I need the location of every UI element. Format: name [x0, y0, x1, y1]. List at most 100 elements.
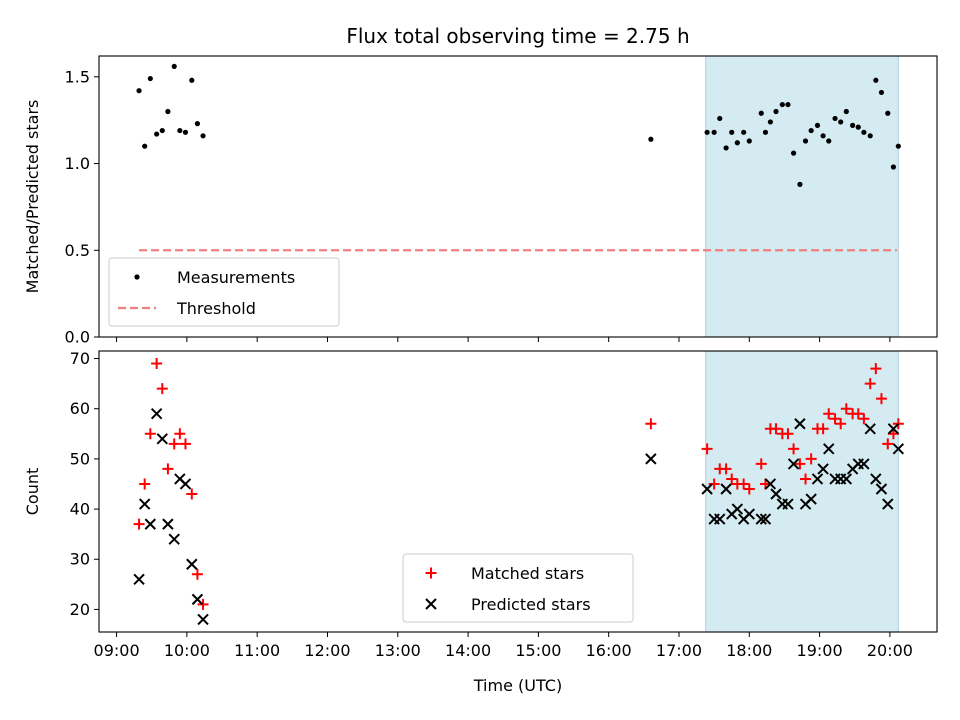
matched-star-point — [743, 483, 755, 495]
x-tick-label: 12:00 — [304, 641, 350, 660]
predicted-star-point — [156, 433, 168, 445]
matched-star-point — [738, 478, 750, 490]
predicted-star-point — [782, 498, 794, 510]
measurement-point — [746, 138, 752, 144]
y-axis-label: Count — [23, 468, 42, 516]
measurement-point — [723, 145, 729, 151]
matched-star-point — [139, 478, 151, 490]
measurement-point — [648, 136, 654, 142]
panel-count: 09:00 10:00 11:00 12:00 13:00 14:00 15:00 16:00… — [23, 349, 938, 660]
matched-star-point — [852, 408, 864, 420]
panel-ratio: 0.0 0.5 1.0 1.5 Matched/Predicted stars Measu… — [23, 55, 938, 347]
legend-marker-matched — [425, 567, 437, 579]
measurement-point — [189, 77, 195, 83]
matched-star-point — [144, 428, 156, 440]
legend: Matched stars Predicted stars — [402, 553, 634, 623]
y-axis-label: Matched/Predicted stars — [23, 100, 42, 294]
measurement-point — [142, 143, 148, 149]
predicted-star-point — [770, 488, 782, 500]
measurement-point — [850, 122, 856, 128]
matched-star-point — [151, 358, 163, 370]
y-tick-label: 1.5 — [65, 67, 90, 86]
y-tick-label: 60 — [70, 399, 90, 418]
x-tick-label: 15:00 — [515, 641, 561, 660]
measurement-point — [779, 101, 785, 108]
matched-star-point — [858, 413, 870, 425]
observing-window-shade — [705, 350, 899, 633]
matched-star-point — [794, 458, 806, 470]
matched-star-point — [755, 458, 767, 470]
matched-star-point — [133, 518, 145, 530]
predicted-star-point — [138, 498, 151, 510]
measurement-point — [741, 129, 747, 135]
legend-marker-measurements — [134, 274, 140, 280]
predicted-star-point — [150, 408, 163, 420]
predicted-star-point — [787, 458, 800, 470]
predicted-star-point — [197, 613, 209, 626]
x-tick-label: 13:00 — [375, 641, 421, 660]
measurement-point — [873, 77, 879, 83]
predicted-star-point — [887, 423, 900, 435]
matched-star-point — [823, 408, 835, 420]
predicted-star-point — [882, 498, 894, 510]
measurement-point — [820, 133, 826, 139]
predicted-star-point — [162, 518, 174, 530]
x-tick-label: 09:00 — [94, 641, 140, 660]
matched-star-point — [645, 418, 657, 430]
measurement-point — [159, 127, 165, 134]
matched-star-point — [191, 568, 203, 580]
predicted-star-point — [823, 443, 835, 455]
measurement-point — [182, 129, 189, 135]
measurement-point — [797, 181, 803, 187]
matched-star-point — [197, 598, 209, 610]
x-tick-label: 19:00 — [797, 641, 843, 660]
predicted-star-point — [714, 513, 726, 525]
measurement-point — [171, 63, 177, 70]
measurement-point — [861, 129, 867, 135]
matched-star-point — [875, 393, 887, 405]
matched-star-point — [817, 423, 829, 435]
predicted-star-point — [720, 483, 732, 495]
y-tick-label: 0.0 — [65, 328, 90, 347]
measurement-point — [843, 108, 849, 115]
predicted-star-point — [817, 463, 829, 475]
chart-title: Flux total observing time = 2.75 h — [346, 24, 689, 48]
matched-star-point — [805, 453, 817, 465]
predicted-star-point — [645, 453, 657, 465]
measurement-point — [785, 101, 791, 108]
predicted-star-point — [864, 423, 876, 435]
matched-star-point — [162, 463, 174, 475]
y-tick-label: 0.5 — [65, 241, 90, 260]
measurement-point — [734, 140, 740, 146]
matched-star-point — [156, 383, 168, 395]
measurement-point — [154, 131, 160, 137]
measurement-point — [808, 127, 814, 134]
measurement-point — [200, 133, 206, 139]
measurement-point — [704, 129, 710, 135]
predicted-star-point — [875, 483, 888, 495]
predicted-star-point — [858, 458, 870, 470]
matched-star-point — [179, 438, 191, 450]
measurement-point — [867, 133, 873, 139]
predicted-star-point — [191, 593, 204, 606]
x-tick-label: 14:00 — [445, 641, 491, 660]
predicted-star-point — [805, 493, 817, 505]
measurement-point — [767, 119, 773, 125]
measurement-point — [136, 88, 142, 94]
matched-star-point — [864, 378, 876, 390]
axes-frame — [98, 55, 938, 338]
measurement-point — [885, 110, 891, 116]
predicted-star-point — [168, 533, 180, 545]
legend-label: Matched stars — [471, 564, 584, 583]
predicted-star-point — [794, 418, 806, 430]
predicted-star-point — [892, 443, 905, 455]
predicted-star-point — [186, 558, 198, 570]
x-tick-label: 16:00 — [586, 641, 632, 660]
measurement-point — [717, 115, 723, 122]
predicted-star-point — [701, 483, 713, 495]
predicted-star-point — [755, 513, 767, 525]
measurement-point — [826, 138, 832, 144]
legend-label: Predicted stars — [471, 595, 591, 614]
legend-label: Threshold — [176, 299, 256, 318]
